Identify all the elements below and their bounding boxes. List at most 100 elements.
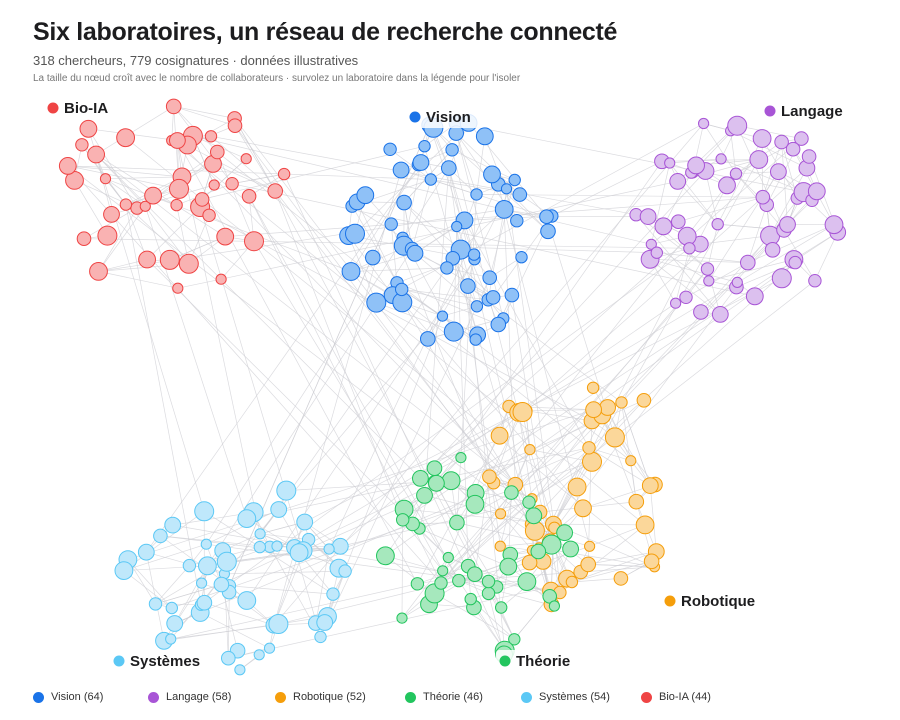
researcher-node-robotique[interactable] xyxy=(586,381,600,394)
researcher-node-systmes[interactable] xyxy=(326,587,340,601)
researcher-node-vision[interactable] xyxy=(406,244,424,262)
researcher-node-systmes[interactable] xyxy=(213,576,230,593)
researcher-node-thorie[interactable] xyxy=(449,514,465,531)
researcher-node-langage[interactable] xyxy=(794,131,809,146)
researcher-node-langage[interactable] xyxy=(711,306,729,323)
researcher-node-vision[interactable] xyxy=(469,333,482,346)
researcher-node-systmes[interactable] xyxy=(196,594,213,611)
researcher-node-robotique[interactable] xyxy=(524,520,545,541)
researcher-node-thorie[interactable] xyxy=(517,572,537,591)
researcher-node-bioia[interactable] xyxy=(215,273,227,285)
researcher-node-bioia[interactable] xyxy=(169,178,189,199)
researcher-node-langage[interactable] xyxy=(729,167,743,180)
researcher-node-vision[interactable] xyxy=(490,316,507,333)
researcher-node-thorie[interactable] xyxy=(481,586,496,601)
researcher-node-vision[interactable] xyxy=(441,160,457,176)
researcher-node-vision[interactable] xyxy=(470,300,484,313)
researcher-node-bioia[interactable] xyxy=(87,145,105,164)
researcher-node-vision[interactable] xyxy=(341,262,361,281)
researcher-node-thorie[interactable] xyxy=(504,485,519,500)
researcher-node-langage[interactable] xyxy=(788,255,802,270)
researcher-node-systmes[interactable] xyxy=(253,540,266,554)
researcher-node-langage[interactable] xyxy=(774,134,789,150)
researcher-node-systmes[interactable] xyxy=(221,650,236,666)
researcher-node-vision[interactable] xyxy=(445,143,459,157)
researcher-node-thorie[interactable] xyxy=(442,551,454,564)
legend-item-robotique[interactable]: Robotique (52) xyxy=(275,691,366,703)
researcher-node-bioia[interactable] xyxy=(267,183,284,199)
researcher-node-robotique[interactable] xyxy=(628,493,645,510)
researcher-node-systmes[interactable] xyxy=(216,551,237,572)
researcher-node-robotique[interactable] xyxy=(636,393,652,408)
researcher-node-bioia[interactable] xyxy=(89,262,108,281)
researcher-node-robotique[interactable] xyxy=(567,477,587,497)
researcher-node-robotique[interactable] xyxy=(521,554,538,571)
researcher-node-bioia[interactable] xyxy=(138,250,157,269)
researcher-node-robotique[interactable] xyxy=(582,441,596,455)
researcher-node-systmes[interactable] xyxy=(137,543,155,561)
researcher-node-thorie[interactable] xyxy=(416,487,433,504)
researcher-node-langage[interactable] xyxy=(671,214,686,229)
researcher-node-langage[interactable] xyxy=(752,129,772,148)
researcher-node-systmes[interactable] xyxy=(254,528,266,540)
researcher-node-systmes[interactable] xyxy=(165,601,179,615)
researcher-node-systmes[interactable] xyxy=(253,649,265,661)
researcher-node-thorie[interactable] xyxy=(541,534,562,555)
researcher-node-thorie[interactable] xyxy=(525,507,543,525)
researcher-node-systmes[interactable] xyxy=(237,591,257,610)
legend-item-vision[interactable]: Vision (64) xyxy=(33,691,103,703)
researcher-node-langage[interactable] xyxy=(693,304,709,320)
researcher-node-langage[interactable] xyxy=(745,287,764,306)
researcher-node-langage[interactable] xyxy=(670,297,682,309)
researcher-node-thorie[interactable] xyxy=(428,474,445,492)
researcher-node-langage[interactable] xyxy=(731,276,743,288)
researcher-node-langage[interactable] xyxy=(824,215,844,235)
researcher-node-robotique[interactable] xyxy=(582,451,602,472)
researcher-node-langage[interactable] xyxy=(779,216,796,233)
researcher-node-systmes[interactable] xyxy=(153,528,168,544)
researcher-node-bioia[interactable] xyxy=(144,186,163,205)
researcher-node-systmes[interactable] xyxy=(271,540,283,552)
researcher-node-systmes[interactable] xyxy=(164,516,182,534)
researcher-node-bioia[interactable] xyxy=(240,153,252,165)
researcher-node-langage[interactable] xyxy=(740,254,756,271)
researcher-node-langage[interactable] xyxy=(700,262,715,276)
researcher-node-systmes[interactable] xyxy=(234,664,246,676)
researcher-node-bioia[interactable] xyxy=(116,128,135,148)
researcher-node-langage[interactable] xyxy=(771,268,792,289)
researcher-node-systmes[interactable] xyxy=(314,630,327,644)
legend-item-systemes[interactable]: Systèmes (54) xyxy=(521,691,610,703)
researcher-node-vision[interactable] xyxy=(485,290,501,305)
researcher-node-langage[interactable] xyxy=(645,238,657,250)
researcher-node-vision[interactable] xyxy=(467,248,481,261)
researcher-node-systmes[interactable] xyxy=(296,513,314,531)
researcher-node-vision[interactable] xyxy=(412,154,430,171)
researcher-node-bioia[interactable] xyxy=(202,208,216,223)
researcher-node-robotique[interactable] xyxy=(599,399,616,416)
researcher-node-bioia[interactable] xyxy=(227,118,243,133)
researcher-node-langage[interactable] xyxy=(727,115,748,136)
researcher-node-langage[interactable] xyxy=(639,208,657,226)
researcher-node-robotique[interactable] xyxy=(512,402,533,422)
researcher-node-langage[interactable] xyxy=(683,242,696,255)
researcher-node-thorie[interactable] xyxy=(396,513,410,527)
researcher-node-thorie[interactable] xyxy=(508,633,521,646)
researcher-node-thorie[interactable] xyxy=(455,452,467,464)
researcher-node-bioia[interactable] xyxy=(165,98,182,115)
researcher-node-systmes[interactable] xyxy=(148,597,163,611)
researcher-node-systmes[interactable] xyxy=(316,614,334,631)
researcher-node-robotique[interactable] xyxy=(574,499,592,518)
researcher-node-thorie[interactable] xyxy=(410,577,425,591)
researcher-node-langage[interactable] xyxy=(654,217,673,236)
researcher-node-systmes[interactable] xyxy=(331,537,349,555)
researcher-node-langage[interactable] xyxy=(669,173,687,190)
researcher-node-bioia[interactable] xyxy=(58,157,77,175)
researcher-node-vision[interactable] xyxy=(395,282,409,297)
researcher-node-vision[interactable] xyxy=(383,142,397,157)
researcher-node-bioia[interactable] xyxy=(76,231,92,246)
researcher-node-thorie[interactable] xyxy=(376,546,395,566)
researcher-node-systmes[interactable] xyxy=(268,614,289,634)
researcher-node-vision[interactable] xyxy=(470,188,483,201)
researcher-node-langage[interactable] xyxy=(703,275,715,287)
researcher-node-systmes[interactable] xyxy=(263,642,276,654)
